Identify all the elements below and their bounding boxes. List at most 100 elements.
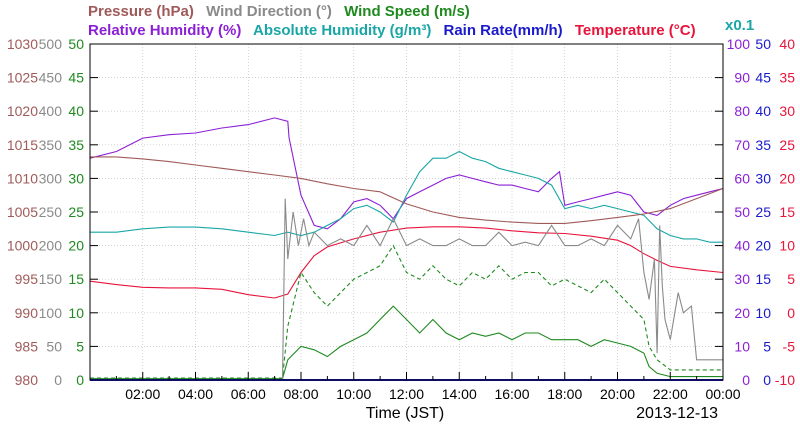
tick-label-pressure: 995 (15, 271, 39, 287)
tick-label-wind-direction: 400 (39, 103, 63, 119)
tick-label-rain-rate: 20 (755, 238, 771, 254)
tick-label-wind-direction: 350 (39, 137, 63, 153)
tick-label-wind-speed: 5 (76, 338, 84, 354)
legend-row-2: Relative Humidity (%) Absolute Humidity … (88, 22, 696, 39)
x-tick-label: 08:00 (283, 386, 318, 402)
tick-label-rain-rate: 25 (755, 204, 771, 220)
tick-label-pressure: 1000 (7, 238, 38, 254)
tick-label-temperature: 35 (779, 70, 795, 86)
tick-label-pressure: 980 (15, 372, 39, 388)
legend-temperature: Temperature (°C) (575, 22, 696, 39)
tick-label-wind-direction: 500 (39, 36, 63, 52)
tick-label-pressure: 1015 (7, 137, 38, 153)
tick-label-pressure: 1020 (7, 103, 38, 119)
tick-label-pressure: 985 (15, 338, 39, 354)
tick-label-humidity: 90 (734, 70, 750, 86)
x-axis-label: Time (JST) (366, 405, 445, 422)
tick-label-humidity: 70 (734, 137, 750, 153)
tick-label-wind-speed: 25 (68, 204, 84, 220)
tick-label-humidity: 0 (742, 372, 750, 388)
tick-label-humidity: 30 (734, 271, 750, 287)
tick-label-pressure: 1010 (7, 170, 38, 186)
tick-label-humidity: 50 (734, 204, 750, 220)
legend-row-1: Pressure (hPa) Wind Direction (°) Wind S… (88, 3, 470, 20)
tick-label-humidity: 40 (734, 238, 750, 254)
tick-label-rain-rate: 35 (755, 137, 771, 153)
x-tick-label: 00:00 (705, 386, 740, 402)
tick-label-wind-speed: 40 (68, 103, 84, 119)
x-tick-label: 12:00 (389, 386, 424, 402)
tick-label-rain-rate: 30 (755, 170, 771, 186)
tick-label-wind-direction: 200 (39, 238, 63, 254)
tick-label-temperature: 40 (779, 36, 795, 52)
tick-label-rain-rate: 0 (763, 372, 771, 388)
tick-label-humidity: 10 (734, 338, 750, 354)
x-tick-label: 06:00 (231, 386, 266, 402)
tick-label-rain-rate: 40 (755, 103, 771, 119)
tick-label-wind-speed: 0 (76, 372, 84, 388)
x-tick-label: 16:00 (494, 386, 529, 402)
tick-label-wind-speed: 35 (68, 137, 84, 153)
tick-label-temperature: 20 (779, 170, 795, 186)
axes-layer: 1030102510201015101010051000995990985980… (7, 36, 795, 402)
x-tick-label: 02:00 (125, 386, 160, 402)
tick-label-wind-direction: 300 (39, 170, 63, 186)
tick-label-wind-direction: 100 (39, 305, 63, 321)
date-label: 2013-12-13 (636, 405, 718, 422)
tick-label-wind-direction: 150 (39, 271, 63, 287)
series-wind-speed (90, 305, 723, 380)
tick-label-humidity: 20 (734, 305, 750, 321)
scale-note: x0.1 (725, 17, 754, 34)
x-tick-label: 22:00 (653, 386, 688, 402)
tick-label-wind-speed: 20 (68, 238, 84, 254)
tick-label-wind-direction: 250 (39, 204, 63, 220)
tick-label-temperature: 5 (787, 271, 795, 287)
tick-label-temperature: 0 (787, 305, 795, 321)
tick-label-pressure: 1030 (7, 36, 38, 52)
tick-label-pressure: 1005 (7, 204, 38, 220)
tick-label-rain-rate: 50 (755, 36, 771, 52)
legend-absolute-humidity: Absolute Humidity (g/m³) (253, 22, 431, 39)
x-tick-label: 14:00 (442, 386, 477, 402)
tick-label-pressure: 1025 (7, 70, 38, 86)
tick-label-wind-speed: 15 (68, 271, 84, 287)
tick-label-temperature: 30 (779, 103, 795, 119)
x-tick-label: 04:00 (178, 386, 213, 402)
tick-label-rain-rate: 45 (755, 70, 771, 86)
tick-label-temperature: -5 (783, 338, 796, 354)
series-wind-direction (90, 198, 723, 381)
tick-label-wind-speed: 10 (68, 305, 84, 321)
tick-label-wind-direction: 0 (54, 372, 62, 388)
tick-label-humidity: 60 (734, 170, 750, 186)
series-absolute-humidity (90, 150, 723, 243)
tick-label-rain-rate: 10 (755, 305, 771, 321)
legend-wind-direction: Wind Direction (°) (206, 3, 332, 20)
series-relative-humidity (89, 117, 724, 230)
tick-label-rain-rate: 5 (763, 338, 771, 354)
legend-pressure: Pressure (hPa) (88, 3, 194, 20)
series-temperature (89, 226, 724, 299)
tick-label-rain-rate: 15 (755, 271, 771, 287)
legend-rain-rate: Rain Rate(mm/h) (444, 22, 563, 39)
series-pressure (90, 156, 724, 224)
tick-label-humidity: 80 (734, 103, 750, 119)
tick-label-humidity: 100 (727, 36, 751, 52)
tick-label-temperature: 15 (779, 204, 795, 220)
tick-label-wind-speed: 45 (68, 70, 84, 86)
tick-label-wind-direction: 50 (46, 338, 62, 354)
tick-label-wind-speed: 30 (68, 170, 84, 186)
tick-label-temperature: -10 (775, 372, 795, 388)
tick-label-wind-direction: 450 (39, 70, 63, 86)
legend-relative-humidity: Relative Humidity (%) (88, 22, 241, 39)
tick-label-pressure: 990 (15, 305, 39, 321)
series-wind-speed-gust (90, 244, 723, 379)
x-tick-label: 10:00 (336, 386, 371, 402)
grid (90, 44, 724, 380)
tick-label-temperature: 25 (779, 137, 795, 153)
legend-wind-speed: Wind Speed (m/s) (344, 3, 470, 20)
tick-label-wind-speed: 50 (68, 36, 84, 52)
x-tick-label: 18:00 (547, 386, 582, 402)
tick-label-temperature: 10 (779, 238, 795, 254)
x-tick-label: 20:00 (600, 386, 635, 402)
